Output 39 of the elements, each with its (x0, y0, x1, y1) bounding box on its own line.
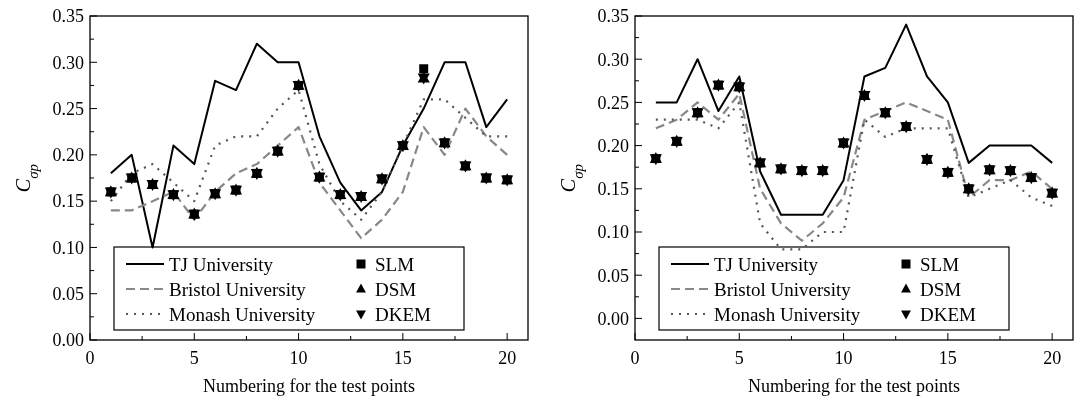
y-tick-label: 0.35 (597, 6, 629, 27)
legend-label: DSM (375, 278, 417, 300)
x-tick-label: 0 (85, 348, 95, 368)
y-tick-label: 0.00 (597, 308, 629, 329)
x-tick-label: 15 (393, 348, 412, 368)
y-tick-label: 0.05 (52, 284, 84, 305)
legend-label: SLM (375, 253, 415, 275)
legend-label: DKEM (375, 303, 432, 325)
y-tick-label: 0.35 (52, 6, 84, 27)
x-tick-label: 10 (834, 348, 853, 368)
y-tick-label: 0.25 (52, 98, 84, 119)
x-tick-label: 5 (189, 348, 199, 368)
legend-label: SLM (920, 253, 960, 275)
legend-label: TJ University (714, 253, 819, 275)
x-tick-label: 5 (734, 348, 744, 368)
x-tick-label: 15 (938, 348, 957, 368)
legend-label: Bristol University (714, 278, 852, 300)
x-tick-label: 20 (498, 348, 517, 368)
y-tick-label: 0.05 (597, 265, 629, 286)
x-axis-title: Numbering for the test points (203, 376, 415, 396)
y-tick-label: 0.25 (597, 92, 629, 113)
y-tick-label: 0.10 (52, 237, 84, 258)
y-tick-label: 0.15 (52, 191, 84, 212)
x-axis-title: Numbering for the test points (748, 376, 960, 396)
y-tick-label: 0.10 (597, 222, 629, 243)
x-tick-label: 0 (630, 348, 640, 368)
legend-label: Monash University (169, 303, 316, 325)
legend-label: DSM (920, 278, 962, 300)
x-tick-label: 10 (289, 348, 308, 368)
y-tick-label: 0.30 (52, 52, 84, 73)
legend-label: TJ University (169, 253, 274, 275)
legend-label: Bristol University (169, 278, 307, 300)
legend-label: DKEM (920, 303, 977, 325)
y-tick-label: 0.30 (597, 49, 629, 70)
y-tick-label: 0.20 (597, 135, 629, 156)
y-tick-label: 0.15 (597, 179, 629, 200)
y-tick-label: 0.20 (52, 145, 84, 166)
legend-label: Monash University (714, 303, 861, 325)
x-tick-label: 20 (1043, 348, 1062, 368)
